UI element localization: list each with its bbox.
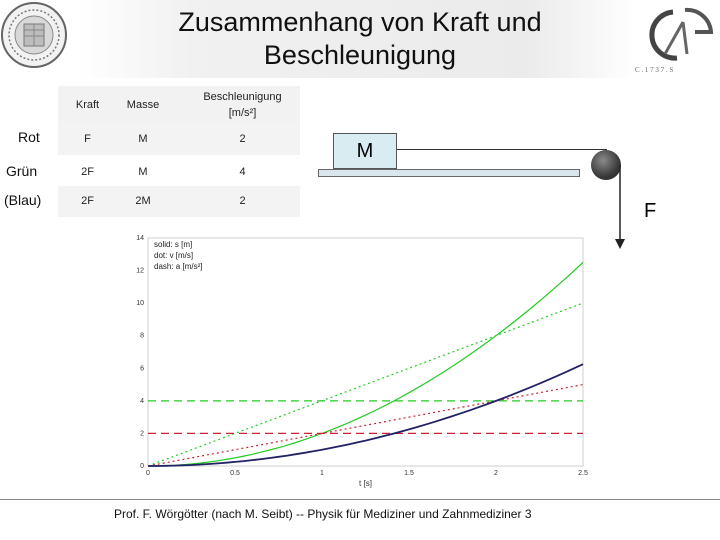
cell-kraft: F <box>84 133 91 145</box>
title-line-1: Zusammenhang von Kraft und <box>178 7 542 37</box>
cell-acceleration: 2 <box>239 133 246 145</box>
table-surface <box>318 169 580 177</box>
x-tick-label: 2.5 <box>578 470 588 477</box>
row-label-rot: Rot <box>18 129 40 145</box>
header-masse: Masse <box>126 99 160 111</box>
motion-chart: 0 2 4 6 8 10 12 14 0 0.5 1 1.5 2 2.5 t [s] solid: s [m]… <box>0 230 600 490</box>
series-green-solid <box>147 261 584 467</box>
force-label: F <box>644 200 657 222</box>
x-axis-label: t [s] <box>359 479 372 488</box>
header-kraft: Kraft <box>75 99 100 111</box>
mass-block: M <box>333 133 397 169</box>
table-header-bg <box>58 86 300 124</box>
header-unit: [m/s²] <box>228 107 257 119</box>
header-beschleunigung: Beschleunigung <box>203 91 282 103</box>
x-tick-label: 0 <box>146 470 150 477</box>
cell-masse: 2M <box>135 195 151 207</box>
slide-footer: Prof. F. Wörgötter (nach M. Seibt) -- Ph… <box>114 507 532 521</box>
university-seal <box>1 2 67 68</box>
force-arrow-icon <box>615 165 625 249</box>
cell-kraft: 2F <box>81 195 94 207</box>
x-tick-label: 2 <box>494 470 498 477</box>
y-tick-label: 2 <box>140 430 144 437</box>
legend-entry: dot: v [m/s] <box>154 251 193 260</box>
cell-masse: M <box>138 166 148 178</box>
x-tick-label: 1 <box>320 470 324 477</box>
series-blue-solid <box>148 363 584 467</box>
title-band <box>78 0 638 78</box>
table-row-bg <box>58 186 300 217</box>
row-label-blau: (Blau) <box>4 192 42 208</box>
cell-kraft: 2F <box>81 166 94 178</box>
table-row-bg <box>58 124 300 155</box>
cell-acceleration: 4 <box>239 166 246 178</box>
chart-svg: 0 2 4 6 8 10 12 14 0 0.5 1 1.5 2 2.5 t [s] solid: s [m]… <box>136 235 588 488</box>
x-tick-label: 1.5 <box>404 470 414 477</box>
series-red-dot <box>147 384 584 467</box>
y-tick-label: 12 <box>136 268 144 275</box>
y-tick-label: 10 <box>136 300 144 307</box>
row-label-gruen: Grün <box>6 163 38 179</box>
legend-entry: dash: a [m/s²] <box>154 262 202 271</box>
y-tick-label: 8 <box>140 333 144 340</box>
plot-area <box>147 237 584 467</box>
y-tick-label: 6 <box>140 365 144 372</box>
legend-entry: solid: s [m] <box>154 240 192 249</box>
y-tick-label: 14 <box>136 235 144 242</box>
y-tick-label: 4 <box>140 398 144 405</box>
force-table: Kraft Masse Beschleunigung [m/s²] Rot F … <box>0 86 300 217</box>
cell-masse: M <box>138 133 148 145</box>
slide-title: Zusammenhang von Kraft und Beschleunigun… <box>120 6 600 72</box>
svg-text:C . 1 7 3 7 . S: C . 1 7 3 7 . S <box>635 66 673 74</box>
x-tick-label: 0.5 <box>230 470 240 477</box>
pulley-icon <box>591 150 621 180</box>
cell-acceleration: 2 <box>239 195 246 207</box>
title-line-2: Beschleunigung <box>263 40 457 70</box>
y-tick-label: 0 <box>140 463 144 470</box>
institute-logo: C . 1 7 3 7 . S <box>635 7 714 74</box>
string-horizontal <box>397 149 607 150</box>
footer-rule <box>0 499 720 500</box>
